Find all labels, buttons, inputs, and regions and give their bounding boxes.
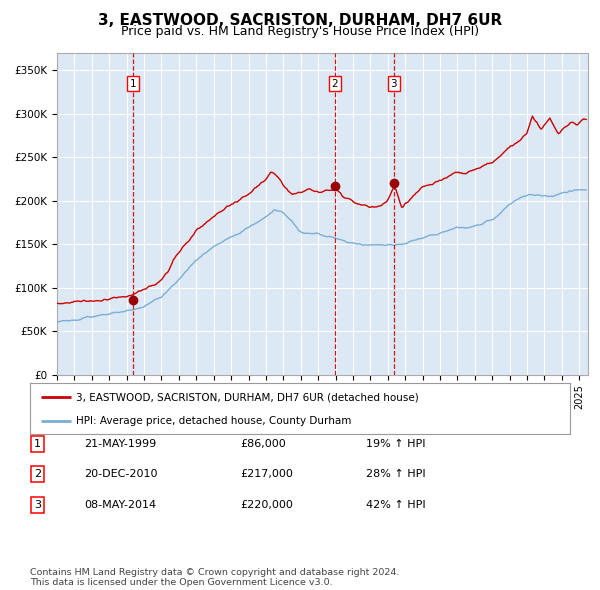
Text: Price paid vs. HM Land Registry's House Price Index (HPI): Price paid vs. HM Land Registry's House … [121, 25, 479, 38]
Text: 1: 1 [130, 78, 137, 88]
Text: 2: 2 [332, 78, 338, 88]
Text: £86,000: £86,000 [240, 439, 286, 448]
Text: 3: 3 [391, 78, 397, 88]
Text: 3: 3 [34, 500, 41, 510]
Text: 21-MAY-1999: 21-MAY-1999 [84, 439, 156, 448]
Text: HPI: Average price, detached house, County Durham: HPI: Average price, detached house, Coun… [76, 416, 351, 426]
Text: 42% ↑ HPI: 42% ↑ HPI [366, 500, 425, 510]
Text: 20-DEC-2010: 20-DEC-2010 [84, 470, 157, 479]
Text: 1: 1 [34, 439, 41, 448]
Text: £217,000: £217,000 [240, 470, 293, 479]
Text: 3, EASTWOOD, SACRISTON, DURHAM, DH7 6UR: 3, EASTWOOD, SACRISTON, DURHAM, DH7 6UR [98, 13, 502, 28]
Text: 2: 2 [34, 470, 41, 479]
Text: 08-MAY-2014: 08-MAY-2014 [84, 500, 156, 510]
Text: 19% ↑ HPI: 19% ↑ HPI [366, 439, 425, 448]
Text: 28% ↑ HPI: 28% ↑ HPI [366, 470, 425, 479]
Text: 3, EASTWOOD, SACRISTON, DURHAM, DH7 6UR (detached house): 3, EASTWOOD, SACRISTON, DURHAM, DH7 6UR … [76, 392, 419, 402]
Text: £220,000: £220,000 [240, 500, 293, 510]
Text: Contains HM Land Registry data © Crown copyright and database right 2024.
This d: Contains HM Land Registry data © Crown c… [30, 568, 400, 587]
